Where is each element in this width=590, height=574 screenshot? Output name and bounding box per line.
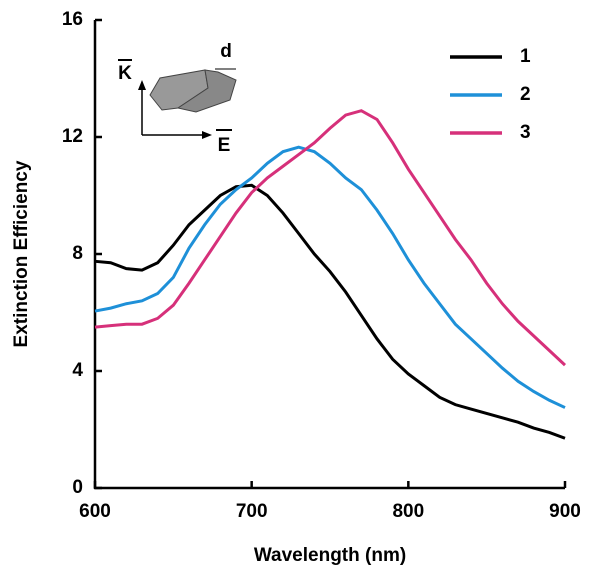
x-tick-label: 900 (549, 501, 581, 522)
inset-label: d (220, 41, 232, 62)
x-axis-label: Wavelength (nm) (254, 545, 406, 566)
inset-label: K (118, 63, 132, 84)
legend-label: 1 (520, 46, 531, 67)
y-tick-label: 8 (72, 243, 83, 264)
inset-diagram: K E d (118, 41, 237, 156)
y-tick-label: 12 (62, 126, 83, 147)
series-line (94, 183, 566, 440)
series-line (94, 145, 566, 409)
legend-label: 3 (520, 122, 531, 143)
y-tick-label: 16 (62, 9, 83, 30)
x-tick-label: 800 (392, 501, 424, 522)
legend-label: 2 (520, 84, 531, 105)
y-tick-label: 4 (72, 360, 83, 381)
x-tick-label: 600 (79, 501, 111, 522)
x-tick-label: 700 (236, 501, 268, 522)
inset-label: E (218, 135, 231, 156)
y-axis-label: Extinction Efficiency (11, 160, 32, 347)
y-tick-label: 0 (72, 477, 83, 498)
series-line (94, 109, 567, 367)
